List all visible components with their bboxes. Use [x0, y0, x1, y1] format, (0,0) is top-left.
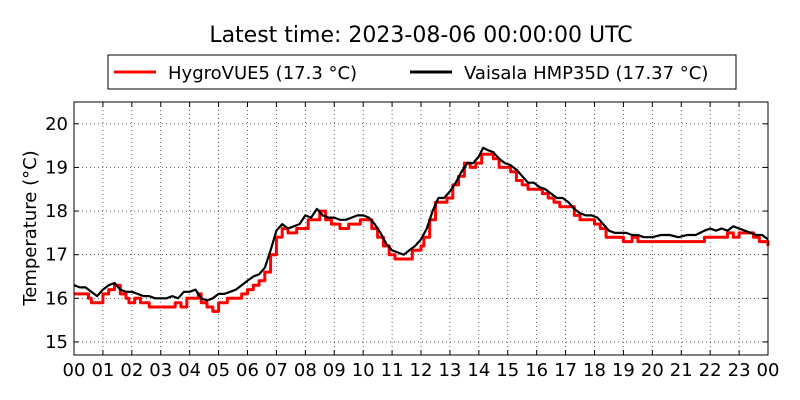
x-tick-label: 08: [294, 360, 317, 381]
plot-area: [73, 101, 769, 356]
y-tick-label: 17: [45, 245, 68, 266]
x-tick-label: 20: [641, 360, 664, 381]
x-tick-label: 16: [525, 360, 548, 381]
y-tick-label: 19: [45, 157, 68, 178]
legend-label-hygrovue5: HygroVUE5 (17.3 °C): [168, 63, 357, 84]
x-tick-label: 06: [236, 360, 259, 381]
y-tick-label: 15: [45, 332, 68, 353]
x-tick-label: 21: [670, 360, 693, 381]
x-tick-label: 22: [699, 360, 722, 381]
x-tick-label: 00: [757, 360, 780, 381]
x-tick-label: 11: [381, 360, 404, 381]
x-tick-label: 17: [554, 360, 577, 381]
y-axis-label: Temperature (°C): [20, 150, 41, 306]
x-tick-label: 10: [352, 360, 375, 381]
series-layer: [73, 146, 770, 313]
chart-title: Latest time: 2023-08-06 00:00:00 UTC: [209, 23, 632, 48]
series-line-vaisala-hmp35d: [73, 146, 769, 302]
y-tick-label: 20: [45, 114, 68, 135]
x-tick-label: 15: [496, 360, 519, 381]
x-tick-label: 02: [120, 360, 143, 381]
x-tick-label: 01: [91, 360, 114, 381]
grid: [74, 102, 768, 355]
y-tick-label: 18: [45, 201, 68, 222]
x-tick-label: 09: [323, 360, 346, 381]
x-tick-label: 00: [63, 360, 86, 381]
x-tick-label: 03: [149, 360, 172, 381]
x-tick-label: 19: [612, 360, 635, 381]
x-tick-label: 05: [207, 360, 230, 381]
x-tick-label: 13: [438, 360, 461, 381]
x-tick-label: 12: [410, 360, 433, 381]
x-tick-label: 23: [728, 360, 751, 381]
x-tick-label: 07: [265, 360, 288, 381]
x-tick-label: 04: [178, 360, 201, 381]
x-tick-label: 18: [583, 360, 606, 381]
legend-label-vaisala: Vaisala HMP35D (17.37 °C): [464, 63, 708, 84]
ticks: 00 01 02 03 04 05 06 07 08 09 10 11 12 13 14 15 16 17 18 19…: [45, 102, 779, 381]
y-tick-label: 16: [45, 288, 68, 309]
series-line-hygrovue5: [74, 152, 770, 313]
legend: HygroVUE5 (17.3 °C) Vaisala HMP35D (17.3…: [107, 54, 737, 90]
x-tick-label: 14: [467, 360, 490, 381]
